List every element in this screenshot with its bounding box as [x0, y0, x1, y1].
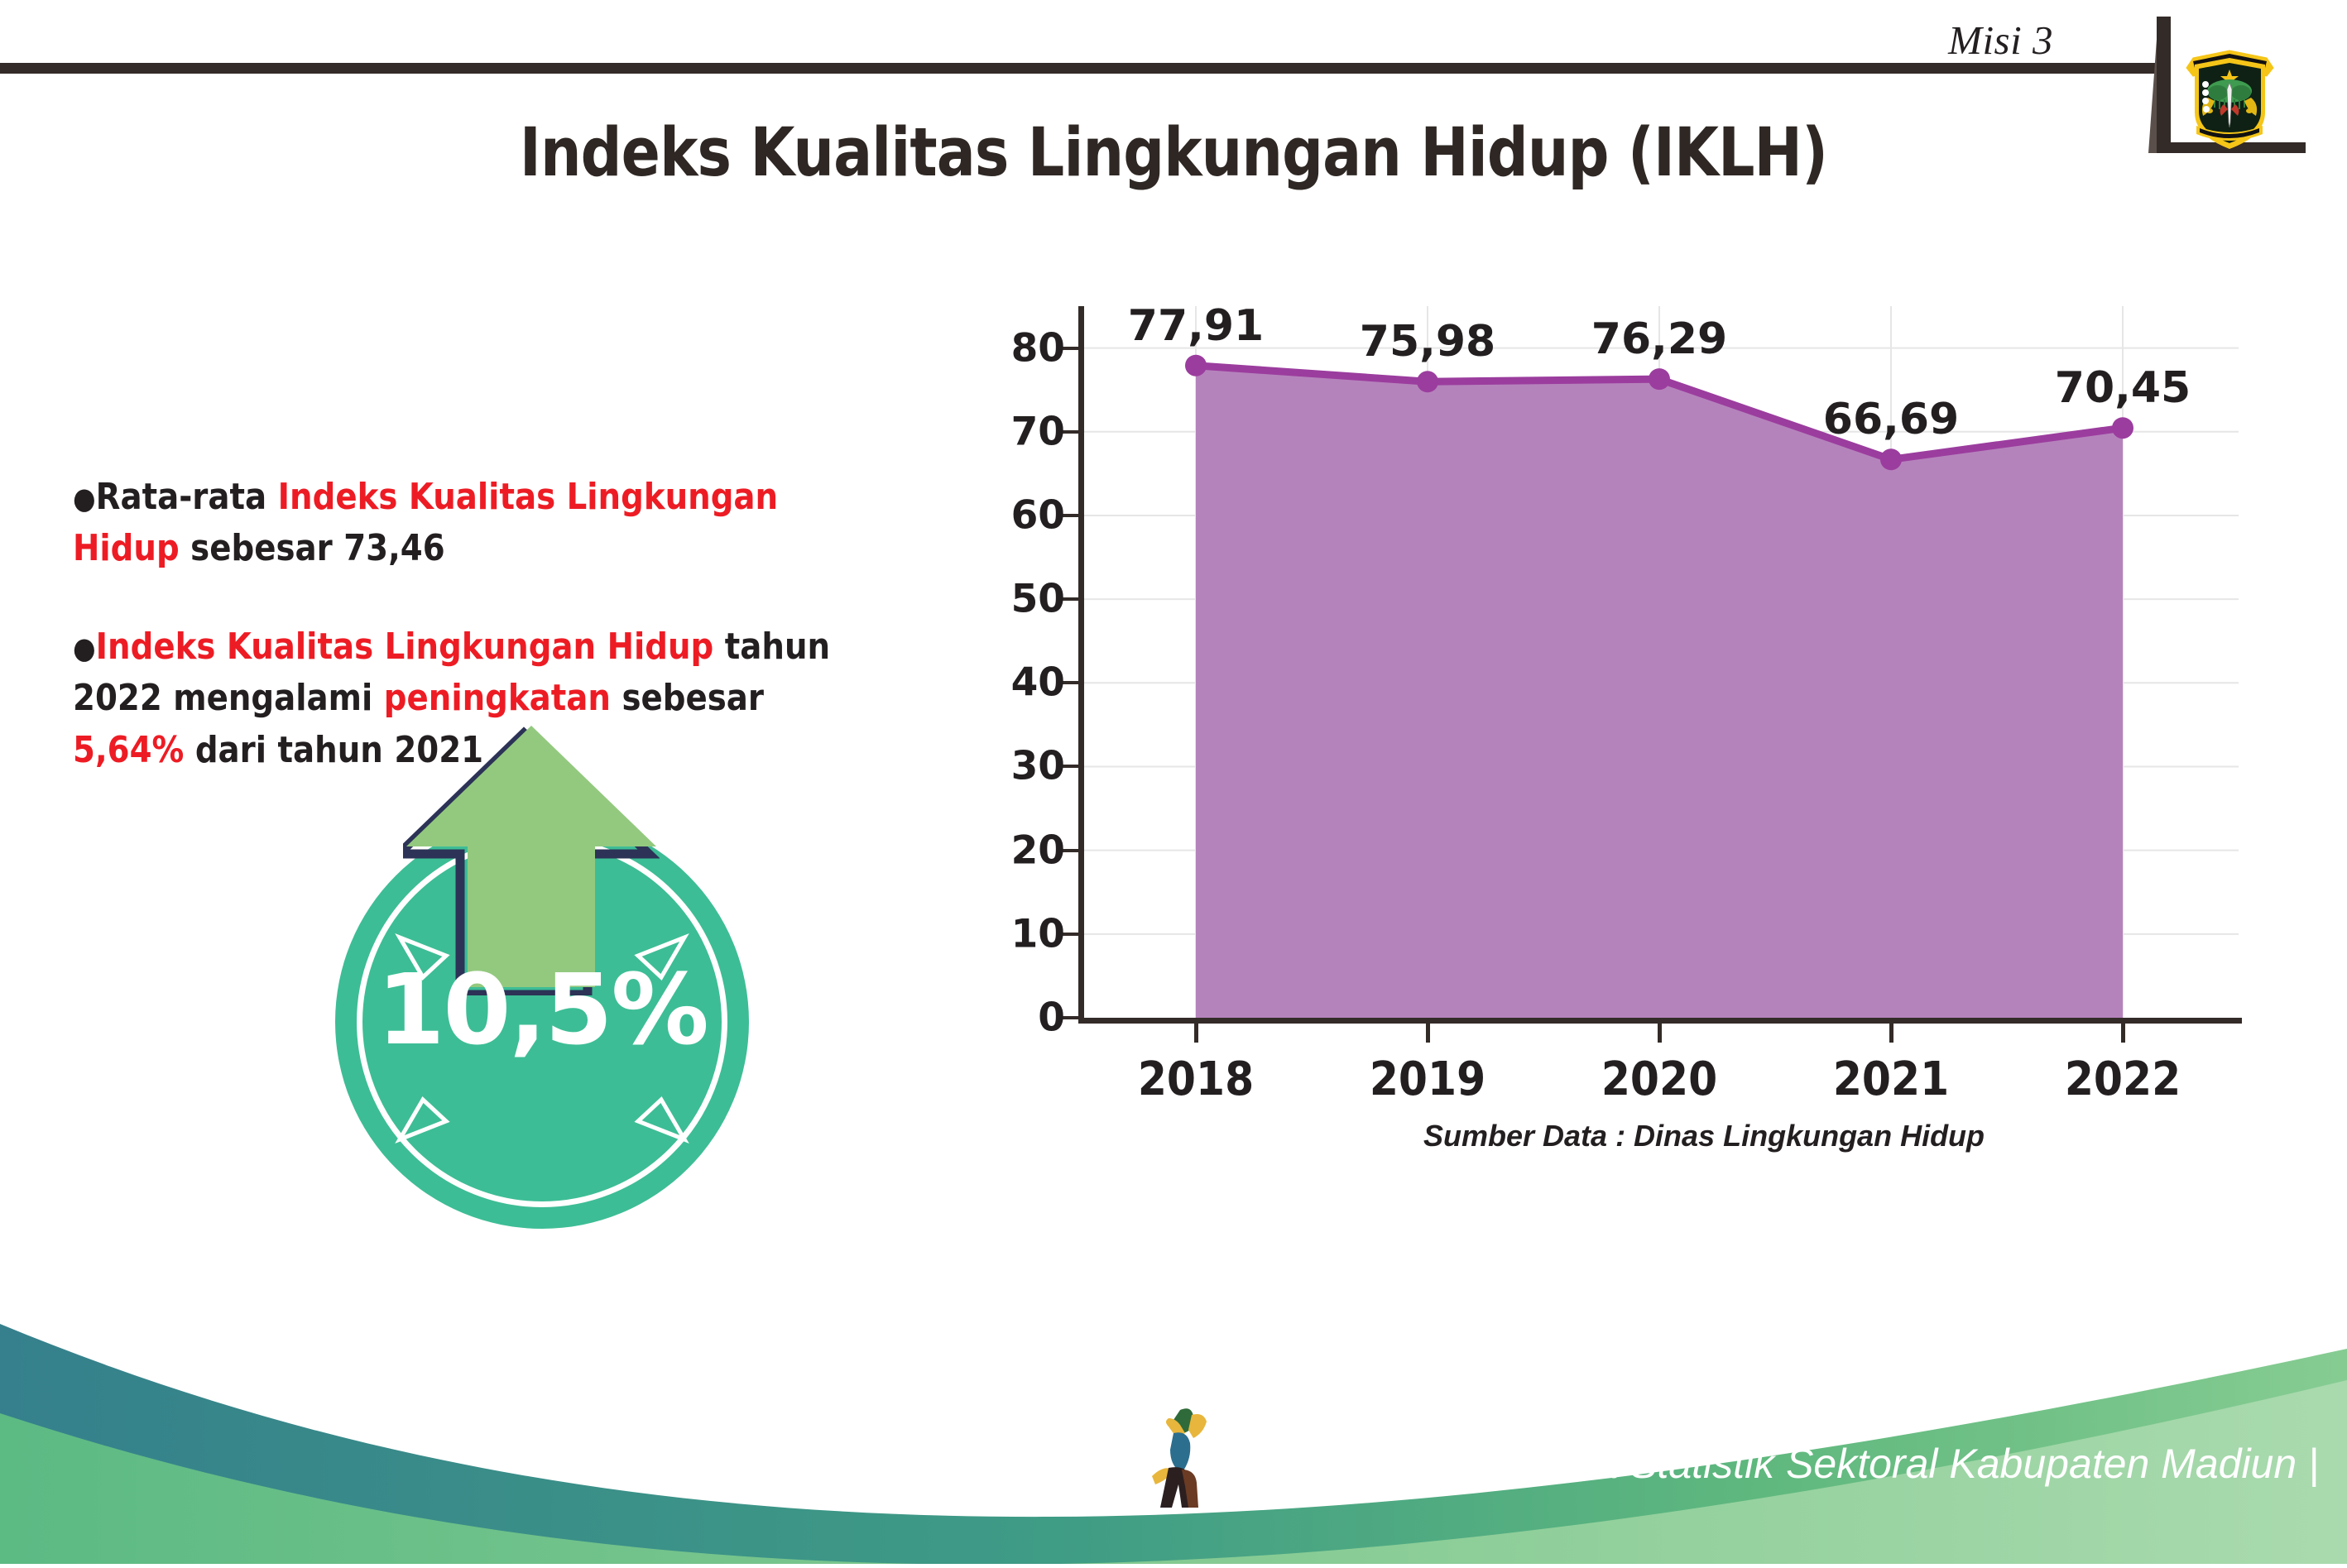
up-arrow-icon [403, 726, 660, 995]
data-point-marker [1185, 354, 1207, 376]
bullet-item-increase: ●Indeks Kualitas Lingkungan Hidup tahun … [73, 621, 852, 776]
bullet-text-run: Rata-rata [95, 476, 278, 518]
kabupaten-madiun-emblem [2178, 40, 2282, 156]
increase-badge: 10,5% [335, 726, 749, 1229]
misi-label: Misi 3 [1948, 17, 2053, 63]
x-axis-tick [1658, 1023, 1662, 1043]
data-point-marker [1880, 448, 1902, 471]
x-axis-label: 2020 [1601, 1053, 1718, 1106]
data-label: 77,91 [1127, 300, 1265, 351]
area-fill [1196, 365, 2123, 1018]
badge-spark-icons [395, 933, 689, 1144]
data-point-marker [2112, 417, 2133, 439]
statistics-person-logo [1152, 1408, 1207, 1508]
data-label: 75,98 [1359, 317, 1496, 367]
bullet-dot-icon: ● [73, 482, 96, 516]
y-axis-label: 10 [1010, 911, 1065, 957]
x-axis-label: 2019 [1369, 1053, 1486, 1106]
y-axis-label: 40 [1010, 659, 1065, 706]
x-axis-tick [1194, 1023, 1198, 1043]
x-axis-line [1078, 1018, 2242, 1024]
y-axis-tick [1062, 681, 1078, 685]
x-axis-label: 2021 [1832, 1053, 1950, 1106]
x-axis-tick [1426, 1023, 1430, 1043]
y-axis-label: 70 [1010, 409, 1065, 455]
bullet-text-run: tahun 2022 mengalami [73, 625, 831, 720]
bullet-text-run: sebesar [610, 677, 765, 720]
x-axis-label: 2022 [2064, 1053, 2181, 1106]
y-axis-tick [1062, 848, 1078, 852]
chart-plot-area [1080, 306, 2239, 1018]
bullet-text-increase: Indeks Kualitas Lingkungan Hidup tahun 2… [73, 626, 830, 771]
data-label: 76,29 [1591, 314, 1728, 365]
footer-wave [0, 1324, 2347, 1565]
data-label: 66,69 [1822, 395, 1960, 445]
bullet-text-run: Indeks Kualitas Lingkungan Hidup [73, 476, 779, 570]
badge-value: 10,5% [377, 952, 708, 1067]
y-axis-label: 30 [1010, 743, 1065, 789]
bullet-text-average: Rata-rata Indeks Kualitas Lingkungan Hid… [73, 476, 778, 569]
data-point-marker [1417, 371, 1438, 393]
y-axis-line [1078, 306, 1084, 1021]
y-axis-label: 80 [1010, 325, 1065, 372]
y-axis-tick [1062, 597, 1078, 602]
x-axis-tick [2121, 1023, 2125, 1043]
bullet-list: ●Rata-rata Indeks Kualitas Lingkungan Hi… [73, 472, 958, 822]
header-rule [0, 63, 2160, 74]
y-axis-tick [1062, 429, 1078, 434]
page-title: Indeks Kualitas Lingkungan Hidup (IKLH) [519, 114, 1828, 192]
x-axis-label: 2018 [1137, 1053, 1255, 1106]
y-axis-tick [1062, 346, 1078, 350]
chart-svg [1080, 306, 2239, 1018]
data-label: 70,45 [2054, 363, 2191, 414]
iklh-area-chart: 0 10 20 30 40 50 60 70 80 2018 77,91 2019 75,98 2020 7… [972, 273, 2263, 1183]
bullet-text-run: Indeks Kualitas Lingkungan Hidup [95, 625, 714, 668]
y-axis-label: 20 [1010, 827, 1065, 874]
bullet-dot-icon: ● [73, 631, 96, 666]
source-note: Sumber Data : Dinas Lingkungan Hidup [1423, 1119, 1985, 1153]
x-axis-tick [1889, 1023, 1893, 1043]
y-axis-label: 0 [1038, 995, 1065, 1041]
bullet-text-run: sebesar 73,46 [179, 527, 445, 570]
bullet-item-average: ●Rata-rata Indeks Kualitas Lingkungan Hi… [73, 472, 852, 575]
bullet-text-run: dari tahun 2021 [184, 728, 484, 771]
footer-text: Media Infografis Data Statistik Sektoral… [1225, 1441, 2320, 1487]
y-axis-label: 60 [1010, 492, 1065, 539]
data-point-marker [1649, 368, 1670, 391]
y-axis-tick [1062, 513, 1078, 517]
y-axis-tick [1062, 932, 1078, 936]
bullet-text-run: 5,64% [73, 728, 185, 771]
header-bracket [2157, 17, 2171, 153]
footer: Media Infografis Data Statistik Sektoral… [0, 1291, 2347, 1565]
y-axis-tick [1062, 765, 1078, 769]
y-axis-tick [1062, 1016, 1078, 1019]
y-axis-label: 50 [1010, 576, 1065, 622]
bullet-text-run: peningkatan [383, 677, 611, 720]
